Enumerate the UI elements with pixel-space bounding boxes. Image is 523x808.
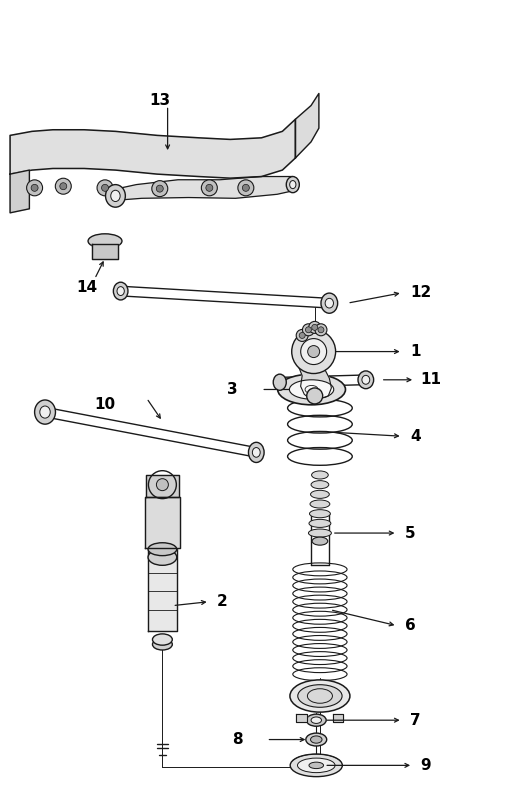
Polygon shape (146, 475, 179, 497)
Polygon shape (110, 176, 298, 200)
Ellipse shape (312, 471, 328, 479)
Ellipse shape (311, 736, 322, 743)
Ellipse shape (311, 717, 322, 723)
Polygon shape (10, 170, 29, 213)
Circle shape (27, 180, 42, 196)
Circle shape (156, 478, 168, 490)
Circle shape (152, 181, 168, 196)
Ellipse shape (148, 543, 177, 556)
Ellipse shape (113, 282, 128, 300)
Text: 1: 1 (410, 344, 420, 359)
Ellipse shape (298, 684, 342, 707)
Circle shape (292, 330, 336, 373)
Circle shape (296, 330, 308, 342)
Circle shape (238, 180, 254, 196)
Ellipse shape (106, 184, 126, 207)
Circle shape (299, 332, 305, 339)
Ellipse shape (298, 758, 335, 772)
Ellipse shape (306, 714, 326, 726)
Ellipse shape (286, 176, 299, 192)
Circle shape (206, 184, 213, 191)
Text: 10: 10 (95, 397, 116, 411)
Polygon shape (92, 244, 118, 259)
Circle shape (242, 184, 249, 191)
Ellipse shape (153, 634, 172, 645)
Ellipse shape (325, 298, 334, 308)
Circle shape (312, 324, 317, 330)
Text: 12: 12 (410, 285, 431, 301)
Ellipse shape (311, 490, 329, 499)
Circle shape (97, 180, 113, 196)
Circle shape (309, 322, 321, 334)
Ellipse shape (290, 680, 350, 712)
Polygon shape (148, 497, 177, 632)
Circle shape (301, 339, 327, 364)
Ellipse shape (248, 442, 264, 462)
Ellipse shape (311, 481, 329, 489)
Ellipse shape (309, 529, 332, 537)
Circle shape (305, 326, 311, 333)
Ellipse shape (289, 380, 334, 399)
Polygon shape (295, 94, 319, 158)
Ellipse shape (148, 549, 177, 566)
Text: 3: 3 (228, 382, 238, 397)
Circle shape (201, 180, 218, 196)
Text: 4: 4 (410, 429, 421, 444)
Ellipse shape (111, 190, 120, 201)
Polygon shape (145, 497, 179, 548)
Ellipse shape (362, 376, 370, 385)
Ellipse shape (310, 510, 331, 518)
Ellipse shape (88, 234, 122, 248)
Polygon shape (10, 120, 295, 178)
Ellipse shape (309, 520, 331, 528)
Ellipse shape (306, 733, 327, 746)
Circle shape (31, 184, 38, 191)
Text: 14: 14 (76, 280, 97, 295)
Ellipse shape (273, 374, 286, 390)
Polygon shape (299, 338, 332, 398)
Circle shape (302, 324, 314, 336)
Circle shape (306, 388, 323, 404)
Ellipse shape (312, 537, 328, 545)
Ellipse shape (117, 287, 124, 296)
Circle shape (60, 183, 67, 190)
Polygon shape (333, 713, 344, 722)
Text: 11: 11 (420, 372, 441, 387)
Text: 9: 9 (420, 758, 431, 773)
Circle shape (101, 184, 108, 191)
Ellipse shape (310, 500, 330, 508)
Text: 5: 5 (405, 525, 416, 541)
Circle shape (318, 326, 324, 333)
Text: 8: 8 (233, 732, 243, 747)
Ellipse shape (309, 762, 324, 768)
Polygon shape (297, 713, 307, 722)
Ellipse shape (321, 293, 338, 314)
Text: 13: 13 (149, 94, 170, 108)
Text: 6: 6 (405, 618, 416, 633)
Circle shape (55, 179, 71, 194)
Text: 7: 7 (410, 713, 421, 728)
Ellipse shape (153, 638, 172, 650)
Ellipse shape (253, 448, 260, 457)
Circle shape (315, 324, 327, 336)
Ellipse shape (40, 406, 50, 418)
Ellipse shape (278, 374, 346, 405)
Text: 2: 2 (217, 594, 228, 609)
Circle shape (156, 185, 163, 192)
Ellipse shape (35, 400, 55, 424)
Circle shape (308, 346, 320, 358)
Ellipse shape (290, 180, 296, 188)
Ellipse shape (290, 754, 343, 776)
Ellipse shape (358, 371, 373, 389)
